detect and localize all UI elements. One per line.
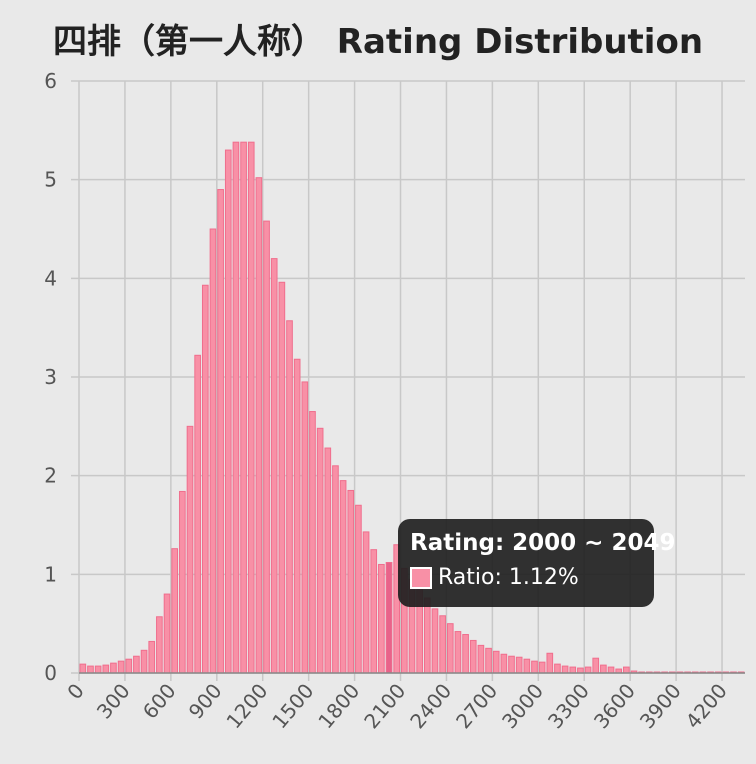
- bar[interactable]: [546, 652, 554, 674]
- bar[interactable]: [584, 666, 592, 674]
- bar[interactable]: [592, 657, 600, 674]
- bar[interactable]: [431, 608, 439, 674]
- bar[interactable]: [171, 548, 179, 674]
- bar[interactable]: [117, 660, 125, 674]
- y-tick-label: 0: [44, 661, 57, 685]
- bar[interactable]: [362, 531, 370, 674]
- x-tick-label: 2400: [405, 679, 456, 733]
- bar[interactable]: [446, 623, 454, 674]
- bar[interactable]: [439, 615, 446, 674]
- bar[interactable]: [515, 656, 523, 674]
- bar[interactable]: [263, 220, 270, 674]
- bar[interactable]: [194, 354, 201, 674]
- bar[interactable]: [332, 465, 339, 674]
- bar[interactable]: [554, 663, 561, 674]
- bar[interactable]: [561, 665, 569, 674]
- bar[interactable]: [531, 660, 538, 674]
- bar[interactable]: [607, 666, 615, 674]
- bar[interactable]: [347, 489, 355, 674]
- bar[interactable]: [232, 141, 240, 674]
- bar[interactable]: [324, 447, 332, 674]
- y-tick-label: 1: [44, 562, 57, 586]
- bar[interactable]: [569, 666, 577, 674]
- x-tick-label: 3300: [543, 679, 594, 733]
- bar[interactable]: [110, 662, 117, 674]
- bar[interactable]: [623, 666, 630, 674]
- bar[interactable]: [339, 480, 347, 674]
- bar[interactable]: [462, 634, 469, 674]
- bar[interactable]: [477, 644, 485, 674]
- bar[interactable]: [87, 665, 94, 674]
- x-tick-label: 2700: [451, 679, 502, 733]
- bar[interactable]: [94, 665, 102, 674]
- bar[interactable]: [423, 597, 431, 674]
- bar[interactable]: [301, 381, 309, 674]
- bar[interactable]: [186, 425, 194, 674]
- chart-title: 四排（第一人称） Rating Distribution: [52, 22, 704, 62]
- bar[interactable]: [125, 658, 133, 674]
- bar[interactable]: [538, 661, 546, 674]
- bar[interactable]: [247, 141, 255, 674]
- bar[interactable]: [293, 358, 301, 674]
- x-tick-label: 600: [138, 679, 181, 724]
- x-tick-label: 900: [184, 679, 227, 724]
- bar[interactable]: [79, 663, 87, 674]
- tooltip-row: Ratio: 1.12%: [410, 565, 642, 590]
- bar[interactable]: [255, 177, 263, 674]
- bar[interactable]: [492, 650, 500, 674]
- x-tick-label: 300: [92, 679, 135, 724]
- chart-tooltip: Rating: 2000 ~ 2049 Ratio: 1.12%: [398, 519, 676, 607]
- bar[interactable]: [217, 189, 224, 674]
- bar[interactable]: [485, 647, 492, 674]
- x-tick-label: 1800: [313, 679, 364, 733]
- bar[interactable]: [224, 149, 232, 674]
- bar[interactable]: [500, 653, 508, 674]
- x-tick-label: 2100: [359, 679, 410, 733]
- bar[interactable]: [201, 284, 209, 674]
- x-tick-label: 3900: [635, 679, 686, 733]
- x-tick-label: 1200: [221, 679, 272, 733]
- y-tick-label: 5: [44, 168, 57, 192]
- x-tick-label: 1500: [267, 679, 318, 733]
- bar[interactable]: [156, 616, 163, 674]
- bar[interactable]: [270, 258, 278, 674]
- bar[interactable]: [469, 639, 477, 674]
- bar[interactable]: [355, 504, 362, 674]
- bar[interactable]: [240, 141, 247, 674]
- bar[interactable]: [378, 563, 385, 674]
- bar[interactable]: [163, 593, 171, 674]
- x-tick-label: 3600: [589, 679, 640, 733]
- bar[interactable]: [286, 320, 293, 674]
- x-tick-label: 0: [62, 679, 89, 704]
- y-tick-label: 4: [44, 266, 57, 290]
- bar[interactable]: [523, 658, 531, 674]
- bar[interactable]: [508, 655, 515, 674]
- bar[interactable]: [179, 490, 186, 674]
- tooltip-label: Ratio: 1.12%: [438, 565, 579, 590]
- bar[interactable]: [140, 649, 148, 674]
- tooltip-title: Rating: 2000 ~ 2049: [410, 530, 676, 556]
- bar[interactable]: [209, 228, 217, 674]
- y-tick-label: 3: [44, 365, 57, 389]
- bar[interactable]: [278, 281, 286, 674]
- bar[interactable]: [309, 411, 316, 674]
- x-tick-label: 3000: [497, 679, 548, 733]
- bar[interactable]: [316, 427, 324, 674]
- tooltip-color-swatch: [410, 566, 432, 589]
- y-tick-label: 2: [44, 464, 57, 488]
- x-tick-label: 4200: [681, 679, 732, 733]
- bar[interactable]: [454, 631, 462, 674]
- bar[interactable]: [133, 655, 140, 674]
- bar[interactable]: [370, 549, 378, 674]
- bar[interactable]: [600, 664, 607, 674]
- bar-layer: [79, 141, 745, 674]
- y-tick-label: 6: [44, 69, 57, 93]
- bar[interactable]: [148, 640, 156, 674]
- bar[interactable]: [385, 561, 393, 674]
- bar[interactable]: [102, 664, 110, 674]
